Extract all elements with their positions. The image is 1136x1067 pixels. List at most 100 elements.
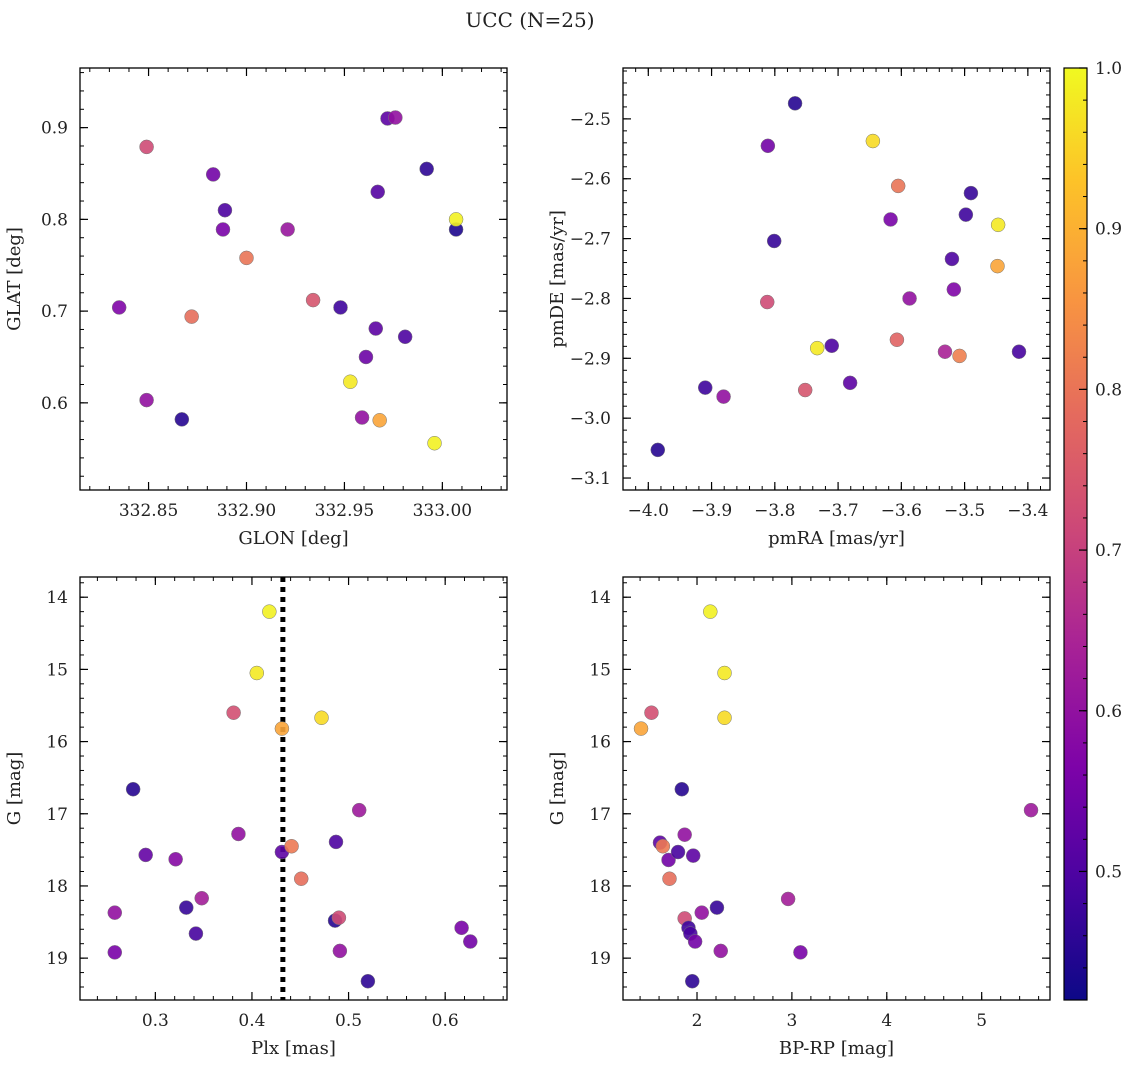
y-tick-label: 14: [46, 588, 68, 608]
y-tick-label: 14: [589, 588, 611, 608]
data-point: [685, 973, 700, 989]
x-tick-label: 2: [692, 1011, 703, 1031]
data-point: [194, 890, 209, 906]
y-tick-label: −3.0: [570, 409, 611, 429]
data-point: [677, 827, 692, 842]
data-point: [655, 838, 671, 854]
plot-frame: [79, 576, 508, 1001]
data-point: [902, 291, 917, 306]
data-point: [766, 233, 782, 249]
colorbar-gradient: [1063, 67, 1088, 1001]
data-point: [644, 705, 659, 720]
data-point: [333, 300, 348, 315]
data-point: [937, 344, 953, 359]
data-point: [990, 217, 1006, 233]
data-point: [138, 847, 153, 863]
data-point: [1011, 344, 1027, 359]
data-point: [842, 375, 858, 391]
x-tick-label: 332.85: [119, 501, 178, 521]
data-point: [958, 207, 974, 222]
axis-ticks: 332.85 332.90 332.95 333.00 0.6 0.7 0.8 0.9: [41, 68, 507, 521]
x-tick-label: 0.5: [335, 1011, 362, 1031]
y-tick-label: −3.1: [570, 469, 611, 489]
data-point: [274, 721, 290, 736]
data-point: [759, 294, 775, 310]
y-tick-label: −2.9: [570, 349, 611, 369]
panels: 332.85 332.90 332.95 333.00 0.6 0.7 0.8 0.9 GLON…: [4, 67, 1051, 1059]
y-tick-label: 16: [589, 733, 611, 753]
data-point: [793, 945, 808, 960]
data-point: [370, 184, 385, 200]
data-point: [217, 202, 233, 218]
data-point: [354, 410, 370, 425]
data-point: [388, 110, 403, 125]
x-tick-label: 0.6: [432, 1011, 459, 1031]
x-tick-label: 0.4: [238, 1011, 265, 1031]
y-tick-label: 17: [589, 805, 611, 825]
data-point: [760, 138, 776, 154]
panel-3: 0.3 0.4 0.5 0.6 14 15 16 17 18 19 Plx [mas] G [mag]: [4, 576, 508, 1059]
data-point: [125, 781, 141, 797]
data-point: [427, 435, 442, 451]
data-point: [946, 282, 962, 297]
data-point: [314, 710, 329, 726]
data-point: [205, 167, 221, 182]
data-point: [694, 905, 710, 920]
panel-4: 2 3 4 5 14 15 16 17 18 19 BP-RP [mag] G [mag]: [547, 576, 1051, 1059]
x-tick-label: −3.6: [881, 501, 922, 521]
data-point: [883, 212, 898, 227]
data-point: [787, 96, 803, 111]
data-point: [697, 380, 713, 395]
data-point: [215, 222, 231, 237]
data-point: [231, 826, 246, 842]
scatter-points: [111, 110, 464, 451]
data-point: [139, 139, 154, 155]
y-tick-label: 15: [589, 660, 611, 680]
data-point: [1023, 802, 1039, 818]
y-tick-label: −2.6: [570, 170, 611, 190]
y-tick-label: −2.8: [570, 289, 611, 309]
colorbar-tick-label: 0.6: [1095, 702, 1122, 722]
data-point: [184, 309, 199, 324]
axis-ticks: 2 3 4 5 14 15 16 17 18 19: [589, 577, 1050, 1031]
data-point: [372, 413, 387, 428]
data-point: [824, 338, 840, 353]
data-point: [249, 665, 265, 681]
y-axis-label: G [mag]: [547, 752, 568, 825]
data-point: [716, 389, 731, 404]
y-tick-label: 0.8: [41, 210, 68, 230]
data-point: [674, 781, 690, 797]
data-point: [332, 943, 348, 959]
data-point: [280, 222, 295, 237]
data-point: [454, 920, 469, 936]
data-point: [351, 802, 367, 818]
data-point: [990, 258, 1005, 274]
data-point: [703, 604, 718, 619]
x-tick-label: 332.95: [315, 501, 374, 521]
figure-title: UCC (N=25): [465, 8, 594, 32]
x-axis-label: pmRA [mas/yr]: [768, 528, 905, 549]
data-point: [944, 251, 960, 267]
y-axis-label: pmDE [mas/yr]: [547, 210, 568, 348]
x-axis-label: GLON [deg]: [238, 528, 348, 549]
data-point: [809, 340, 825, 356]
data-point: [368, 321, 384, 336]
data-point: [358, 349, 374, 365]
data-point: [713, 943, 728, 959]
colorbar-tick-label: 1.0: [1095, 59, 1122, 79]
plot-frame: [622, 67, 1051, 491]
y-tick-label: −2.7: [570, 230, 611, 250]
panel-2: −4.0 −3.9 −3.8 −3.7 −3.6 −3.5 −3.4 −3.1 −3.0 −2.9…: [547, 67, 1051, 549]
x-tick-label: −3.8: [754, 501, 795, 521]
data-point: [419, 161, 434, 177]
data-point: [633, 721, 649, 736]
data-point: [226, 705, 241, 720]
y-axis-label: GLAT [deg]: [4, 227, 25, 331]
x-tick-label: −3.4: [1007, 501, 1048, 521]
data-point: [890, 178, 906, 194]
colorbar-tick-label: 0.5: [1095, 862, 1122, 882]
data-point: [343, 374, 358, 389]
scatter-points: [107, 604, 478, 989]
y-tick-label: 17: [46, 805, 68, 825]
x-tick-label: 4: [881, 1011, 892, 1031]
